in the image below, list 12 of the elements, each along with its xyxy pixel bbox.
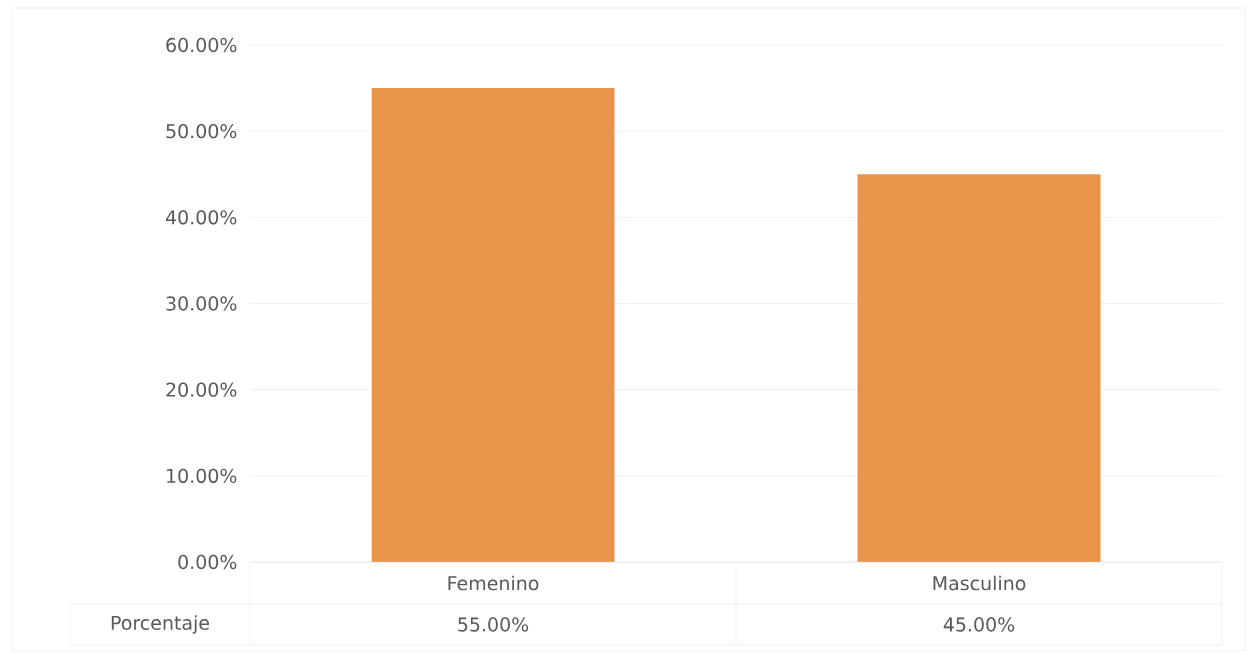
y-tick-label: 40.00% xyxy=(165,210,237,225)
data-label: 45.00% xyxy=(943,617,1015,632)
y-tick-label: 0.00% xyxy=(178,554,237,570)
y-tick-label: 10.00% xyxy=(167,468,237,484)
text: Porcentaje xyxy=(111,615,210,634)
y-tick-label: 60.00% xyxy=(166,37,237,53)
y-tick-label: 20.00% xyxy=(166,382,237,397)
x-tick-label: Masculino xyxy=(933,575,1026,591)
x-tick-label: Femenino xyxy=(448,575,539,591)
data-label: 55.00% xyxy=(458,617,529,632)
y-tick-label: 30.00% xyxy=(166,296,237,311)
y-tick-label: 50.00% xyxy=(166,123,237,139)
